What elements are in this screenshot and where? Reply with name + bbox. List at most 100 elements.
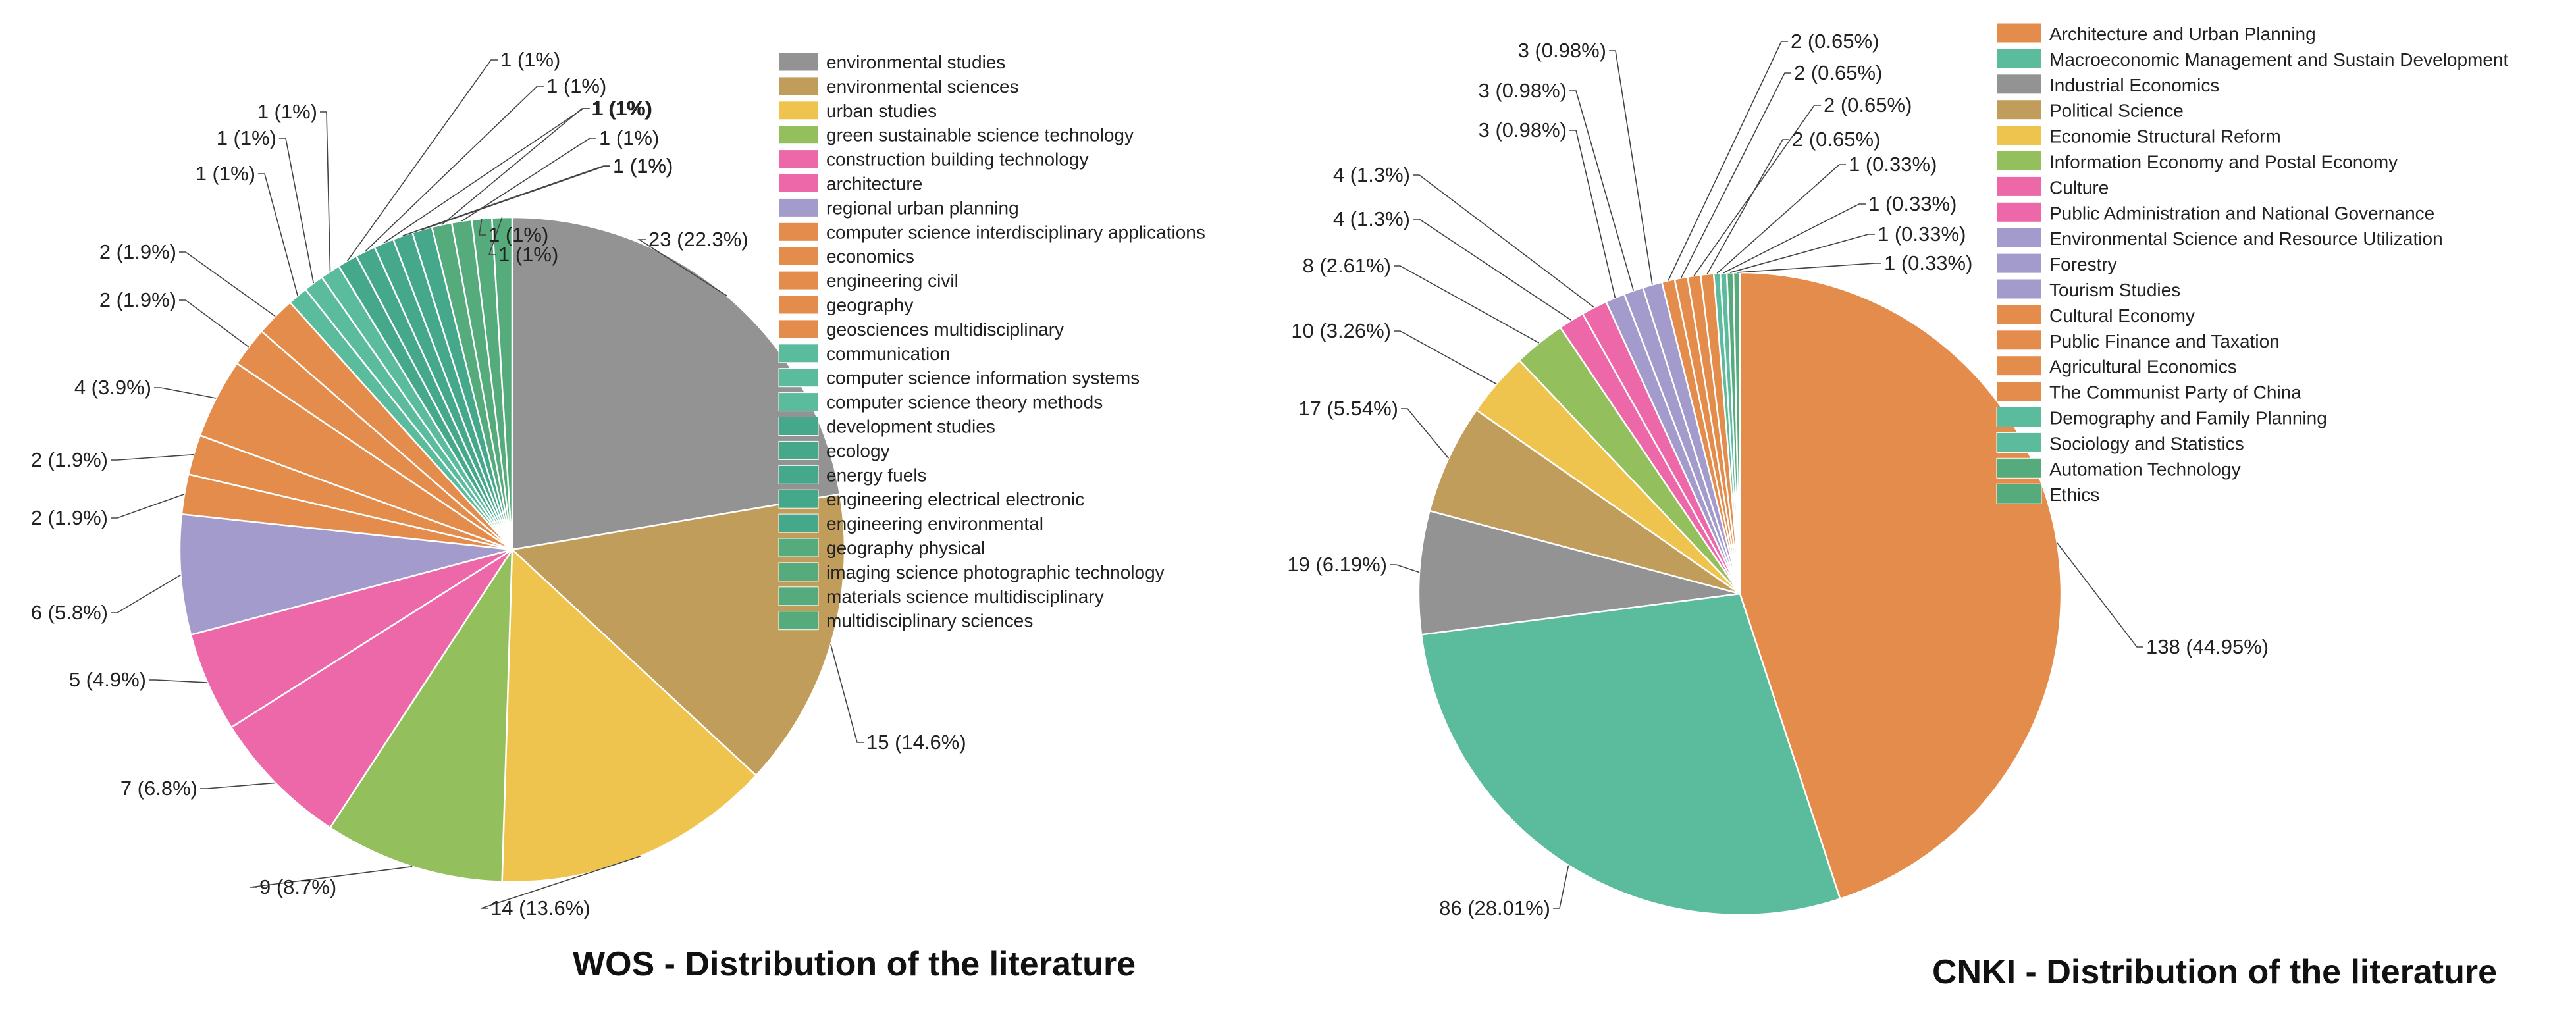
wos-legend-swatch-energy-fuels: [778, 465, 819, 484]
cnki-legend-label-architecture-and-urban-planning: Architecture and Urban Planning: [2049, 24, 2316, 44]
cnki-data-label-cultural-economy: 2 (0.65%): [1791, 30, 1879, 53]
wos-data-label-green-sustainable-science-technology: 9 (8.7%): [259, 875, 336, 898]
wos-leader-construction-building-technology: [200, 782, 276, 789]
wos-leader-multidisciplinary-sciences: [488, 217, 503, 255]
wos-legend-label-multidisciplinary-sciences: multidisciplinary sciences: [826, 611, 1033, 631]
cnki-data-label-industrial-economics: 19 (6.19%): [1287, 553, 1387, 576]
wos-legend-label-development-studies: development studies: [826, 417, 995, 437]
cnki-legend-label-sociology-and-statistics: Sociology and Statistics: [2049, 433, 2244, 453]
cnki-leader-lines: [1390, 41, 2143, 909]
wos-legend-swatch-computer-science-interdisciplinary-applications: [778, 222, 819, 242]
cnki-data-label-automation-technology: 1 (0.33%): [1878, 222, 1966, 246]
cnki-data-label-demography-and-family-planning: 1 (0.33%): [1849, 153, 1937, 176]
wos-legend-label-computer-science-theory-methods: computer science theory methods: [826, 392, 1103, 413]
cnki-chart-title: CNKI - Distribution of the literature: [1932, 953, 2497, 991]
cnki-legend-label-cultural-economy: Cultural Economy: [2049, 305, 2195, 326]
cnki-legend-swatch-automation-technology: [1996, 457, 2042, 479]
wos-legend-swatch-geosciences-multidisciplinary: [778, 319, 819, 339]
cnki-leader-ethics: [1736, 263, 1881, 273]
cnki-data-labels: 138 (44.95%) 86 (28.01%) 19 (6.19%) 17 (5.5…: [1287, 30, 2269, 919]
cnki-legend-label-demography-and-family-planning: Demography and Family Planning: [2049, 408, 2327, 428]
wos-legend-swatch-environmental-sciences: [778, 76, 819, 96]
wos-legend-swatch-economics: [778, 246, 819, 266]
wos-legend-label-environmental-sciences: environmental sciences: [826, 76, 1019, 97]
cnki-legend-swatch-cultural-economy: [1996, 304, 2042, 325]
wos-legend-label-engineering-environmental: engineering environmental: [826, 513, 1043, 534]
wos-data-label-imaging-science-photographic-technology: 1 (1%): [599, 126, 659, 149]
wos-legend-swatch-engineering-electrical-electronic: [778, 489, 819, 509]
wos-legend-label-computer-science-interdisciplinary-applications: computer science interdisciplinary appli…: [826, 222, 1205, 242]
wos-leader-architecture: [149, 679, 208, 683]
wos-leader-green-sustainable-science-technology: [250, 866, 413, 888]
cnki-legend-swatch-ethics: [1996, 483, 2042, 504]
wos-chart-title: WOS - Distribution of the literature: [573, 945, 1136, 983]
cnki-leader-public-administration-and-national-governance: [1413, 174, 1595, 308]
wos-legend-label-regional-urban-planning: regional urban planning: [826, 197, 1019, 218]
cnki-data-label-macroeconomic-management-and-sustain-development: 86 (28.01%): [1439, 896, 1550, 919]
cnki-data-label-culture: 4 (1.3%): [1333, 207, 1410, 230]
cnki-slice-architecture-and-urban-planning: [1739, 271, 2063, 900]
wos-slice-urban-studies: [501, 548, 758, 883]
cnki-leader-public-finance-and-taxation: [1680, 72, 1791, 278]
wos-data-label-communication: 1 (1%): [196, 162, 255, 185]
cnki-leader-demography-and-family-planning: [1716, 164, 1846, 274]
wos-data-label-engineering-environmental: 1 (1%): [613, 155, 673, 178]
wos-legend-swatch-geography-physical: [778, 538, 819, 557]
cnki-legend-label-automation-technology: Automation Technology: [2049, 459, 2241, 479]
cnki-data-label-public-administration-and-national-governance: 4 (1.3%): [1333, 163, 1410, 186]
wos-data-label-architecture: 5 (4.9%): [69, 668, 146, 691]
wos-data-label-computer-science-theory-methods: 1 (1%): [257, 100, 317, 123]
wos-legend-swatch-engineering-environmental: [778, 513, 819, 533]
wos-leader-urban-studies: [481, 856, 641, 909]
cnki-leader-macroeconomic-management-and-sustain-development: [1553, 865, 1569, 909]
wos-data-label-computer-science-information-systems: 1 (1%): [217, 126, 276, 149]
cnki-legend-label-public-finance-and-taxation: Public Finance and Taxation: [2049, 331, 2280, 351]
cnki-data-label-information-economy-and-postal-economy: 8 (2.61%): [1303, 254, 1391, 277]
cnki-slice-macroeconomic-management-and-sustain-development: [1420, 592, 1841, 916]
wos-legend-swatch-green-sustainable-science-technology: [778, 125, 819, 145]
wos-data-label-materials-science-multidisciplinary: 1 (1%): [488, 223, 548, 246]
cnki-leader-culture: [1413, 219, 1572, 321]
wos-data-label-geography: 2 (1.9%): [99, 288, 176, 311]
wos-legend-label-ecology: ecology: [826, 440, 890, 461]
cnki-legend: Architecture and Urban Planning Macroecon…: [1996, 22, 2508, 505]
wos-legend-swatch-computer-science-information-systems: [778, 368, 819, 388]
wos-legend-label-geosciences-multidisciplinary: geosciences multidisciplinary: [826, 319, 1064, 340]
cnki-legend-swatch-culture: [1996, 176, 2042, 197]
cnki-legend-label-information-economy-and-postal-economy: Information Economy and Postal Economy: [2049, 152, 2398, 172]
wos-data-label-environmental-studies: 23 (22.3%): [648, 228, 749, 251]
wos-data-label-engineering-civil: 4 (3.9%): [74, 376, 151, 399]
wos-legend-label-communication: communication: [826, 344, 950, 364]
wos-data-label-engineering-electrical-electronic: 1 (1%): [613, 154, 673, 177]
wos-legend-swatch-construction-building-technology: [778, 149, 819, 169]
wos-leader-imaging-science-photographic-technology: [461, 138, 596, 222]
wos-leader-computer-science-theory-methods: [320, 111, 331, 272]
wos-data-label-multidisciplinary-sciences: 1 (1%): [498, 243, 558, 266]
cnki-legend-swatch-the-communist-party-of-china: [1996, 381, 2042, 402]
wos-leader-engineering-civil: [154, 387, 217, 399]
cnki-legend-swatch-architecture-and-urban-planning: [1996, 22, 2042, 43]
cnki-legend-label-political-science: Political Science: [2049, 101, 2184, 121]
wos-legend-swatch-engineering-civil: [778, 271, 819, 290]
cnki-legend-label-public-administration-and-national-governance: Public Administration and National Gover…: [2049, 203, 2434, 223]
wos-data-label-regional-urban-planning: 6 (5.8%): [31, 601, 108, 624]
wos-legend-label-geography: geography: [826, 295, 913, 315]
cnki-legend-label-ethics: Ethics: [2049, 484, 2099, 505]
cnki-pie-chart: 138 (44.95%) 86 (28.01%) 19 (6.19%) 17 (5.5…: [1287, 22, 2508, 991]
cnki-legend-swatch-tourism-studies: [1996, 278, 2042, 299]
wos-leader-computer-science-interdisciplinary-applications: [111, 493, 185, 519]
cnki-legend-label-industrial-economics: Industrial Economics: [2049, 75, 2219, 95]
cnki-legend-swatch-environmental-science-and-resource-utilization: [1996, 227, 2042, 248]
wos-legend-swatch-computer-science-theory-methods: [778, 392, 819, 412]
cnki-leader-information-economy-and-postal-economy: [1394, 265, 1540, 344]
wos-legend-label-architecture: architecture: [826, 174, 922, 194]
wos-leader-geography: [179, 299, 250, 348]
wos-leader-engineering-electrical-electronic: [402, 165, 610, 236]
cnki-legend-swatch-public-finance-and-taxation: [1996, 330, 2042, 351]
wos-data-label-development-studies: 1 (1%): [500, 48, 560, 71]
cnki-leader-forestry: [1569, 90, 1635, 291]
cnki-slice-industrial-economics: [1417, 509, 1741, 636]
cnki-legend-label-the-communist-party-of-china: The Communist Party of China: [2049, 382, 2301, 403]
